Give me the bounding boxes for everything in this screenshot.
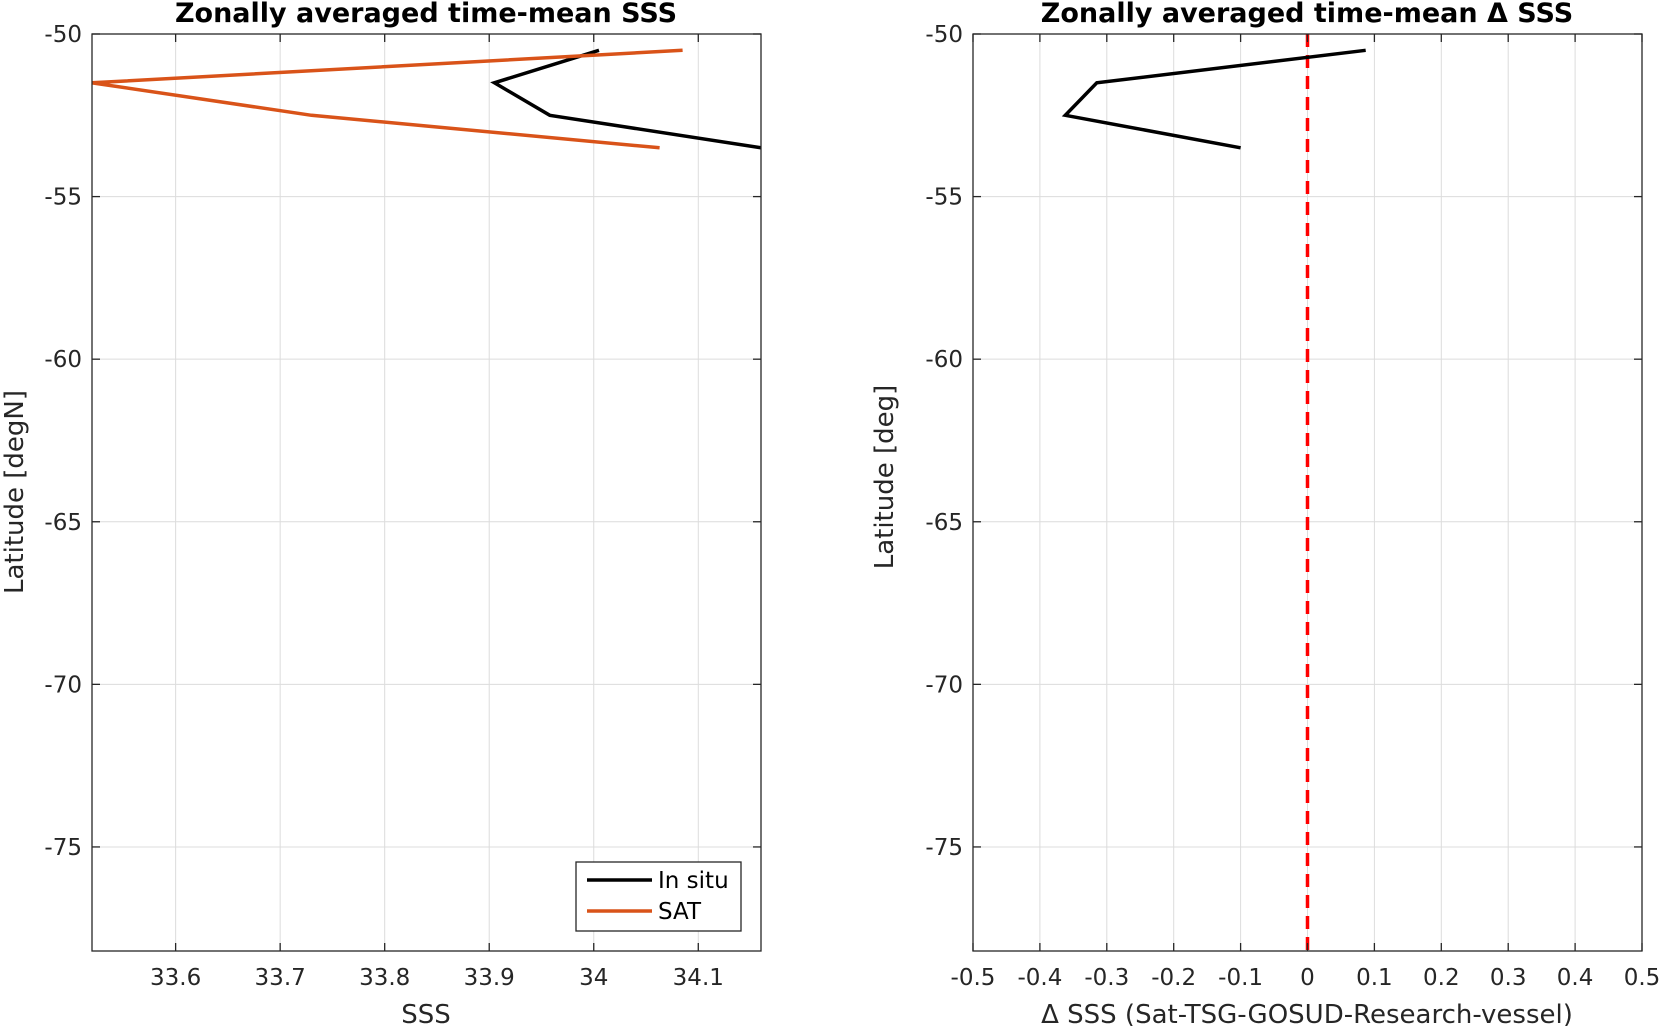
left-series-layer: [92, 48, 761, 150]
legend-label-in-situ: In situ: [658, 868, 729, 894]
left-panel: 33.6 33.7 33.8 33.9 34 34.1 -75 -70 -65 -60 -55 -50…: [0, 0, 762, 1026]
left-ticks: 33.6 33.7 33.8 33.9 34 34.1 -75 -70 -65 -60 -55 -50: [44, 22, 761, 991]
left-y-tick-label: -70: [44, 672, 82, 698]
left-y-tick-label: -60: [44, 347, 82, 373]
right-x-tick-label: 0.5: [1624, 965, 1661, 991]
left-axes-box: [91, 33, 762, 952]
right-y-tick-label: -75: [925, 835, 963, 861]
legend: In situ SAT: [575, 861, 742, 932]
left-x-tick-label: 33.9: [464, 965, 515, 991]
left-y-axis-label: Latitude [degN]: [0, 390, 30, 594]
right-x-tick-label: -0.5: [951, 965, 996, 991]
right-series-line-difference: [1061, 48, 1366, 150]
right-x-tick-label: 0: [1300, 965, 1315, 991]
right-x-tick-label: 0.1: [1356, 965, 1393, 991]
right-x-tick-label: 0.2: [1423, 965, 1460, 991]
right-x-tick-label: -0.3: [1084, 965, 1129, 991]
legend-label-sat: SAT: [658, 899, 702, 925]
left-x-tick-label: 33.6: [150, 965, 201, 991]
left-series-line-sat: [92, 48, 683, 150]
right-y-tick-label: -65: [925, 510, 963, 536]
right-y-tick-label: -60: [925, 347, 963, 373]
legend-box: [575, 861, 742, 932]
left-x-tick-label: 33.7: [255, 965, 306, 991]
right-x-tick-label: 0.4: [1557, 965, 1594, 991]
right-x-axis-label: Δ SSS (Sat-TSG-GOSUD-Research-vessel): [1041, 1000, 1573, 1026]
right-y-tick-label: -55: [925, 185, 963, 211]
right-x-tick-label: -0.4: [1017, 965, 1062, 991]
left-y-tick-label: -65: [44, 510, 82, 536]
left-grid: [92, 33, 761, 951]
left-x-axis-label: SSS: [401, 1000, 451, 1026]
right-chart-title: Zonally averaged time-mean Δ SSS: [1041, 0, 1573, 29]
left-x-tick-label: 34: [579, 965, 608, 991]
left-y-tick-label: -55: [44, 185, 82, 211]
right-x-tick-label: -0.1: [1218, 965, 1263, 991]
left-x-tick-label: 33.8: [359, 965, 410, 991]
right-ticks: -0.5 -0.4 -0.3 -0.2 -0.1 0 0.1 0.2 0.3 0.4 0.5 -75 -…: [925, 22, 1660, 991]
left-y-tick-label: -50: [44, 22, 82, 48]
left-series-line-in-situ: [490, 48, 761, 150]
right-y-axis-label: Latitude [deg]: [870, 385, 900, 570]
right-y-tick-label: -70: [925, 672, 963, 698]
right-series-layer: [1061, 34, 1366, 951]
left-chart-title: Zonally averaged time-mean SSS: [175, 0, 677, 29]
right-x-tick-label: 0.3: [1490, 965, 1527, 991]
right-y-tick-label: -50: [925, 22, 963, 48]
right-x-tick-label: -0.2: [1151, 965, 1196, 991]
right-panel: -0.5 -0.4 -0.3 -0.2 -0.1 0 0.1 0.2 0.3 0.4 0.5 -75 -…: [870, 0, 1660, 1026]
left-y-tick-label: -75: [44, 835, 82, 861]
left-x-tick-label: 34.1: [673, 965, 724, 991]
